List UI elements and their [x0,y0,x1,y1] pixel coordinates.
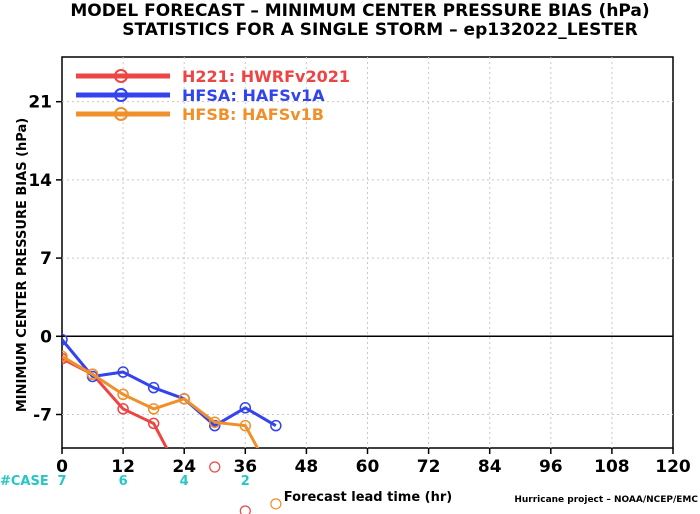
data-point [62,350,68,363]
data-point [147,381,160,394]
chart-title: MODEL FORECAST – MINIMUM CENTER PRESSURE… [70,1,649,21]
data-point [271,477,281,487]
case-counts: 7 6 4 2 [57,474,249,489]
x-axis-label: Forecast lead time (hr) [284,490,452,505]
x-tick-label: 108 [594,457,630,477]
x-tick-label: 48 [295,457,319,477]
x-tick-label: 36 [233,457,257,477]
y-tick-label: 0 [40,327,52,347]
case-count: 4 [180,474,189,489]
y-axis-label: MINIMUM CENTER PRESSURE BIAS (hPa) [15,118,30,412]
series-layer [62,333,282,487]
case-count: 6 [119,474,128,489]
x-tick-label: 12 [111,457,135,477]
data-point [147,417,160,430]
data-point [117,403,129,415]
data-point [270,419,282,432]
data-point [209,416,221,429]
grid-lines [62,57,673,448]
outlier-layer [209,461,282,514]
x-tick-label: 96 [539,457,563,477]
data-point [147,403,160,415]
x-tick-label: 60 [356,457,380,477]
data-point [178,393,190,405]
legend-entry-label: H221: HWRFv2021 [182,67,350,86]
outlier-point [239,505,251,514]
legend-swatch-marker [114,69,128,83]
y-tick-label: 14 [28,171,52,191]
case-count: 2 [241,474,250,489]
x-tick-label: 0 [56,457,68,477]
y-tick-label: -7 [33,405,52,425]
x-tick-label: 72 [417,457,441,477]
legend-swatch-marker [114,88,128,102]
data-point [117,366,129,378]
case-label: #CASE [0,474,49,489]
outlier-point [209,461,221,473]
x-tick-label: 24 [172,457,196,477]
data-point [86,368,99,381]
x-tick-label: 84 [478,457,502,477]
outlier-point [270,498,282,510]
legend-swatch-marker [114,107,128,121]
y-axis-ticks: -7 0 7 14 21 [28,93,62,425]
x-tick-label: 120 [655,457,691,477]
credit-text: Hurricane project – NOAA/NCEP/EMC [514,495,698,505]
case-count: 7 [57,474,66,489]
data-point [117,388,129,401]
y-tick-label: 21 [28,93,52,113]
y-tick-label: 7 [40,249,52,269]
legend-entry-label: HFSB: HAFSv1B [182,105,324,124]
x-axis-ticks: 0 12 24 36 48 60 72 84 96 108 120 [56,448,691,477]
data-point [239,419,252,432]
data-point [62,333,68,346]
chart-subtitle: STATISTICS FOR A SINGLE STORM – ep132022… [122,20,637,40]
legend-entry-label: HFSA: HAFSv1A [182,86,325,105]
data-point [239,402,252,414]
